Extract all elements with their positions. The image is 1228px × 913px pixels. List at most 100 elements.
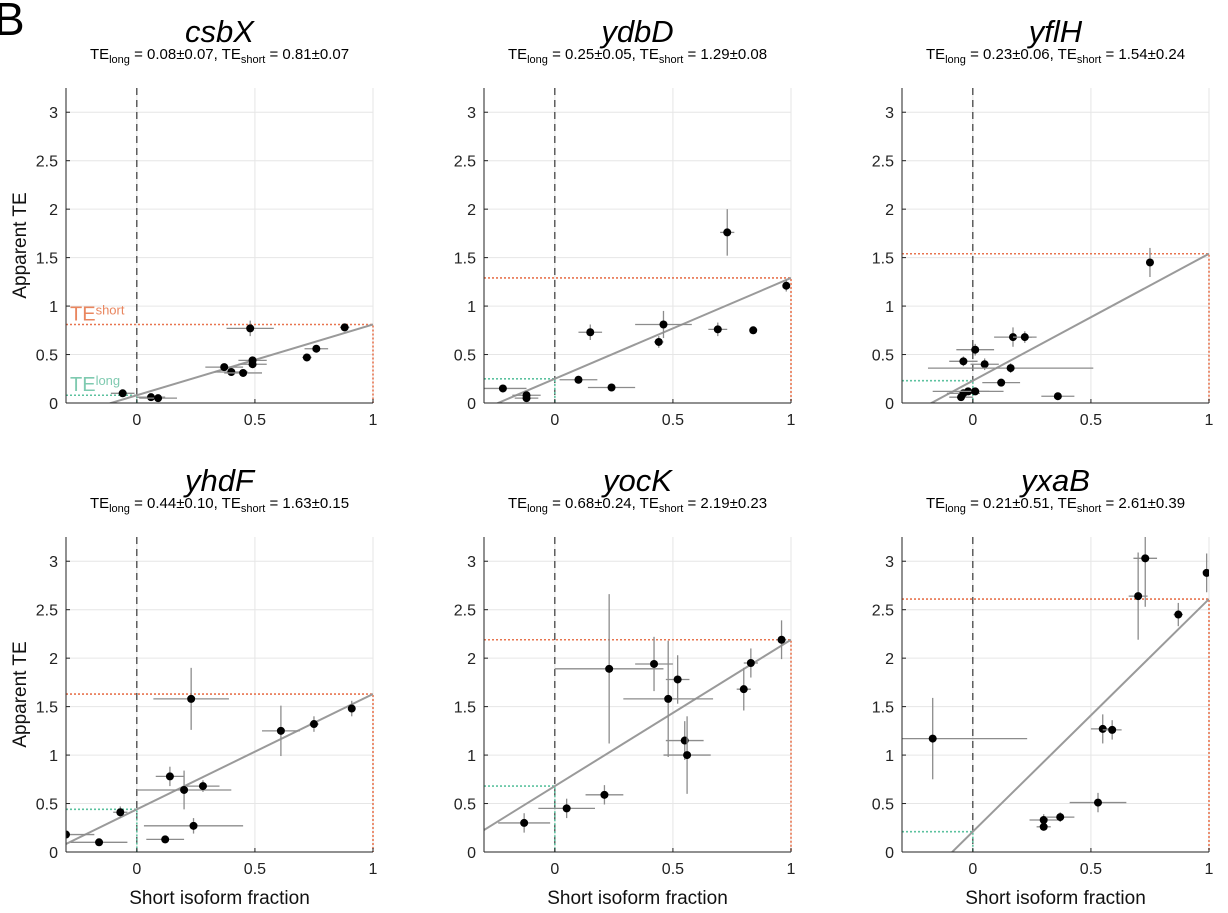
data-point-12 bbox=[782, 279, 791, 292]
x-tick-label: 0 bbox=[132, 412, 141, 429]
data-point-3 bbox=[514, 394, 539, 403]
data-point-5 bbox=[155, 766, 185, 787]
data-point-9 bbox=[663, 716, 711, 794]
point-marker bbox=[654, 337, 663, 346]
subplot-title: ydbD bbox=[599, 14, 673, 49]
y-tick-label: 2.5 bbox=[36, 603, 58, 620]
fit-line bbox=[107, 323, 373, 403]
data-point-1 bbox=[498, 813, 551, 833]
point-marker bbox=[586, 328, 595, 337]
data-point-4 bbox=[1046, 812, 1075, 822]
x-tick-label: 1 bbox=[1205, 412, 1214, 429]
data-point-4 bbox=[226, 320, 274, 337]
data-point-3 bbox=[585, 785, 624, 805]
point-marker bbox=[66, 830, 70, 839]
y-tick-label: 1 bbox=[467, 299, 476, 316]
te-long-line bbox=[484, 785, 556, 852]
point-marker bbox=[154, 394, 163, 403]
y-tick-label: 0.5 bbox=[36, 348, 58, 365]
data-point-7 bbox=[153, 667, 229, 730]
y-tick-label: 1.5 bbox=[36, 251, 58, 268]
x-tick-label: 1 bbox=[369, 861, 378, 878]
point-marker bbox=[980, 360, 989, 369]
point-marker bbox=[739, 685, 748, 694]
subplot-subtitle: TElong = 0.08±0.07, TEshort = 0.81±0.07 bbox=[90, 46, 349, 66]
point-marker bbox=[664, 694, 673, 703]
x-tick-label: 0.5 bbox=[1080, 412, 1102, 429]
data-point-1 bbox=[484, 384, 527, 393]
data-point-8 bbox=[635, 310, 692, 339]
x-tick-label: 0.5 bbox=[1080, 861, 1102, 878]
data-point-5 bbox=[949, 356, 978, 367]
point-marker bbox=[116, 808, 125, 817]
data-point-5 bbox=[635, 636, 673, 692]
point-marker bbox=[1202, 568, 1209, 577]
y-tick-label: 0 bbox=[49, 845, 58, 862]
point-marker bbox=[340, 323, 349, 332]
data-point-9 bbox=[238, 360, 267, 369]
data-point-6 bbox=[956, 343, 995, 356]
x-tick-label: 0.5 bbox=[244, 861, 266, 878]
te-long-line bbox=[902, 830, 974, 852]
point-marker bbox=[165, 772, 174, 781]
y-tick-label: 2 bbox=[467, 202, 476, 219]
point-marker bbox=[1056, 813, 1065, 822]
y-tick-label: 1.5 bbox=[872, 251, 894, 268]
data-point-1 bbox=[902, 697, 1028, 780]
data-point-3 bbox=[1036, 822, 1051, 831]
data-point-10 bbox=[302, 353, 312, 362]
y-tick-label: 1.5 bbox=[872, 700, 894, 717]
data-point-9 bbox=[1133, 537, 1158, 607]
point-marker bbox=[1141, 554, 1150, 563]
point-marker bbox=[574, 375, 583, 384]
point-marker bbox=[161, 835, 170, 844]
data-point-11 bbox=[743, 648, 758, 678]
y-tick-label: 0 bbox=[49, 396, 58, 413]
point-marker bbox=[309, 720, 318, 729]
data-point-11 bbox=[1202, 553, 1209, 593]
data-point-9 bbox=[708, 322, 728, 337]
data-point-3 bbox=[139, 394, 177, 403]
y-axis-label: Apparent TE bbox=[10, 641, 31, 747]
point-marker bbox=[118, 389, 127, 398]
te-short-annotation: TEshort bbox=[70, 302, 125, 325]
x-axis-label: Short isoform fraction bbox=[129, 888, 310, 909]
data-point-4 bbox=[559, 375, 598, 384]
point-marker bbox=[1020, 333, 1029, 342]
point-marker bbox=[248, 360, 257, 369]
point-marker bbox=[1098, 724, 1107, 733]
x-tick-label: 1 bbox=[787, 861, 796, 878]
te-short-line bbox=[66, 693, 374, 852]
subplot-title: yflH bbox=[1027, 14, 1083, 49]
x-tick-label: 0.5 bbox=[244, 412, 266, 429]
point-marker bbox=[498, 384, 507, 393]
data-point-8 bbox=[1128, 552, 1148, 640]
point-marker bbox=[746, 659, 755, 667]
point-marker bbox=[749, 326, 758, 335]
data-point-10 bbox=[736, 667, 751, 711]
subplot-subtitle: TElong = 0.44±0.10, TEshort = 1.63±0.15 bbox=[90, 495, 349, 515]
y-tick-label: 0 bbox=[885, 396, 894, 413]
y-tick-label: 0 bbox=[885, 845, 894, 862]
point-marker bbox=[713, 325, 722, 334]
te-short-line bbox=[902, 252, 1210, 403]
y-tick-label: 0 bbox=[467, 845, 476, 862]
data-point-6 bbox=[136, 770, 232, 810]
x-tick-label: 1 bbox=[787, 412, 796, 429]
y-tick-label: 2.5 bbox=[36, 154, 58, 171]
data-point-11 bbox=[1012, 331, 1037, 343]
data-point-10 bbox=[262, 705, 300, 757]
data-point-4 bbox=[554, 594, 664, 744]
y-tick-label: 2 bbox=[885, 651, 894, 668]
point-marker bbox=[997, 378, 1006, 387]
y-tick-label: 3 bbox=[885, 105, 894, 122]
fit-line bbox=[495, 277, 791, 403]
data-point-7 bbox=[665, 655, 690, 704]
x-tick-label: 1 bbox=[1205, 861, 1214, 878]
data-point-7 bbox=[654, 336, 664, 348]
data-point-6 bbox=[578, 324, 603, 340]
